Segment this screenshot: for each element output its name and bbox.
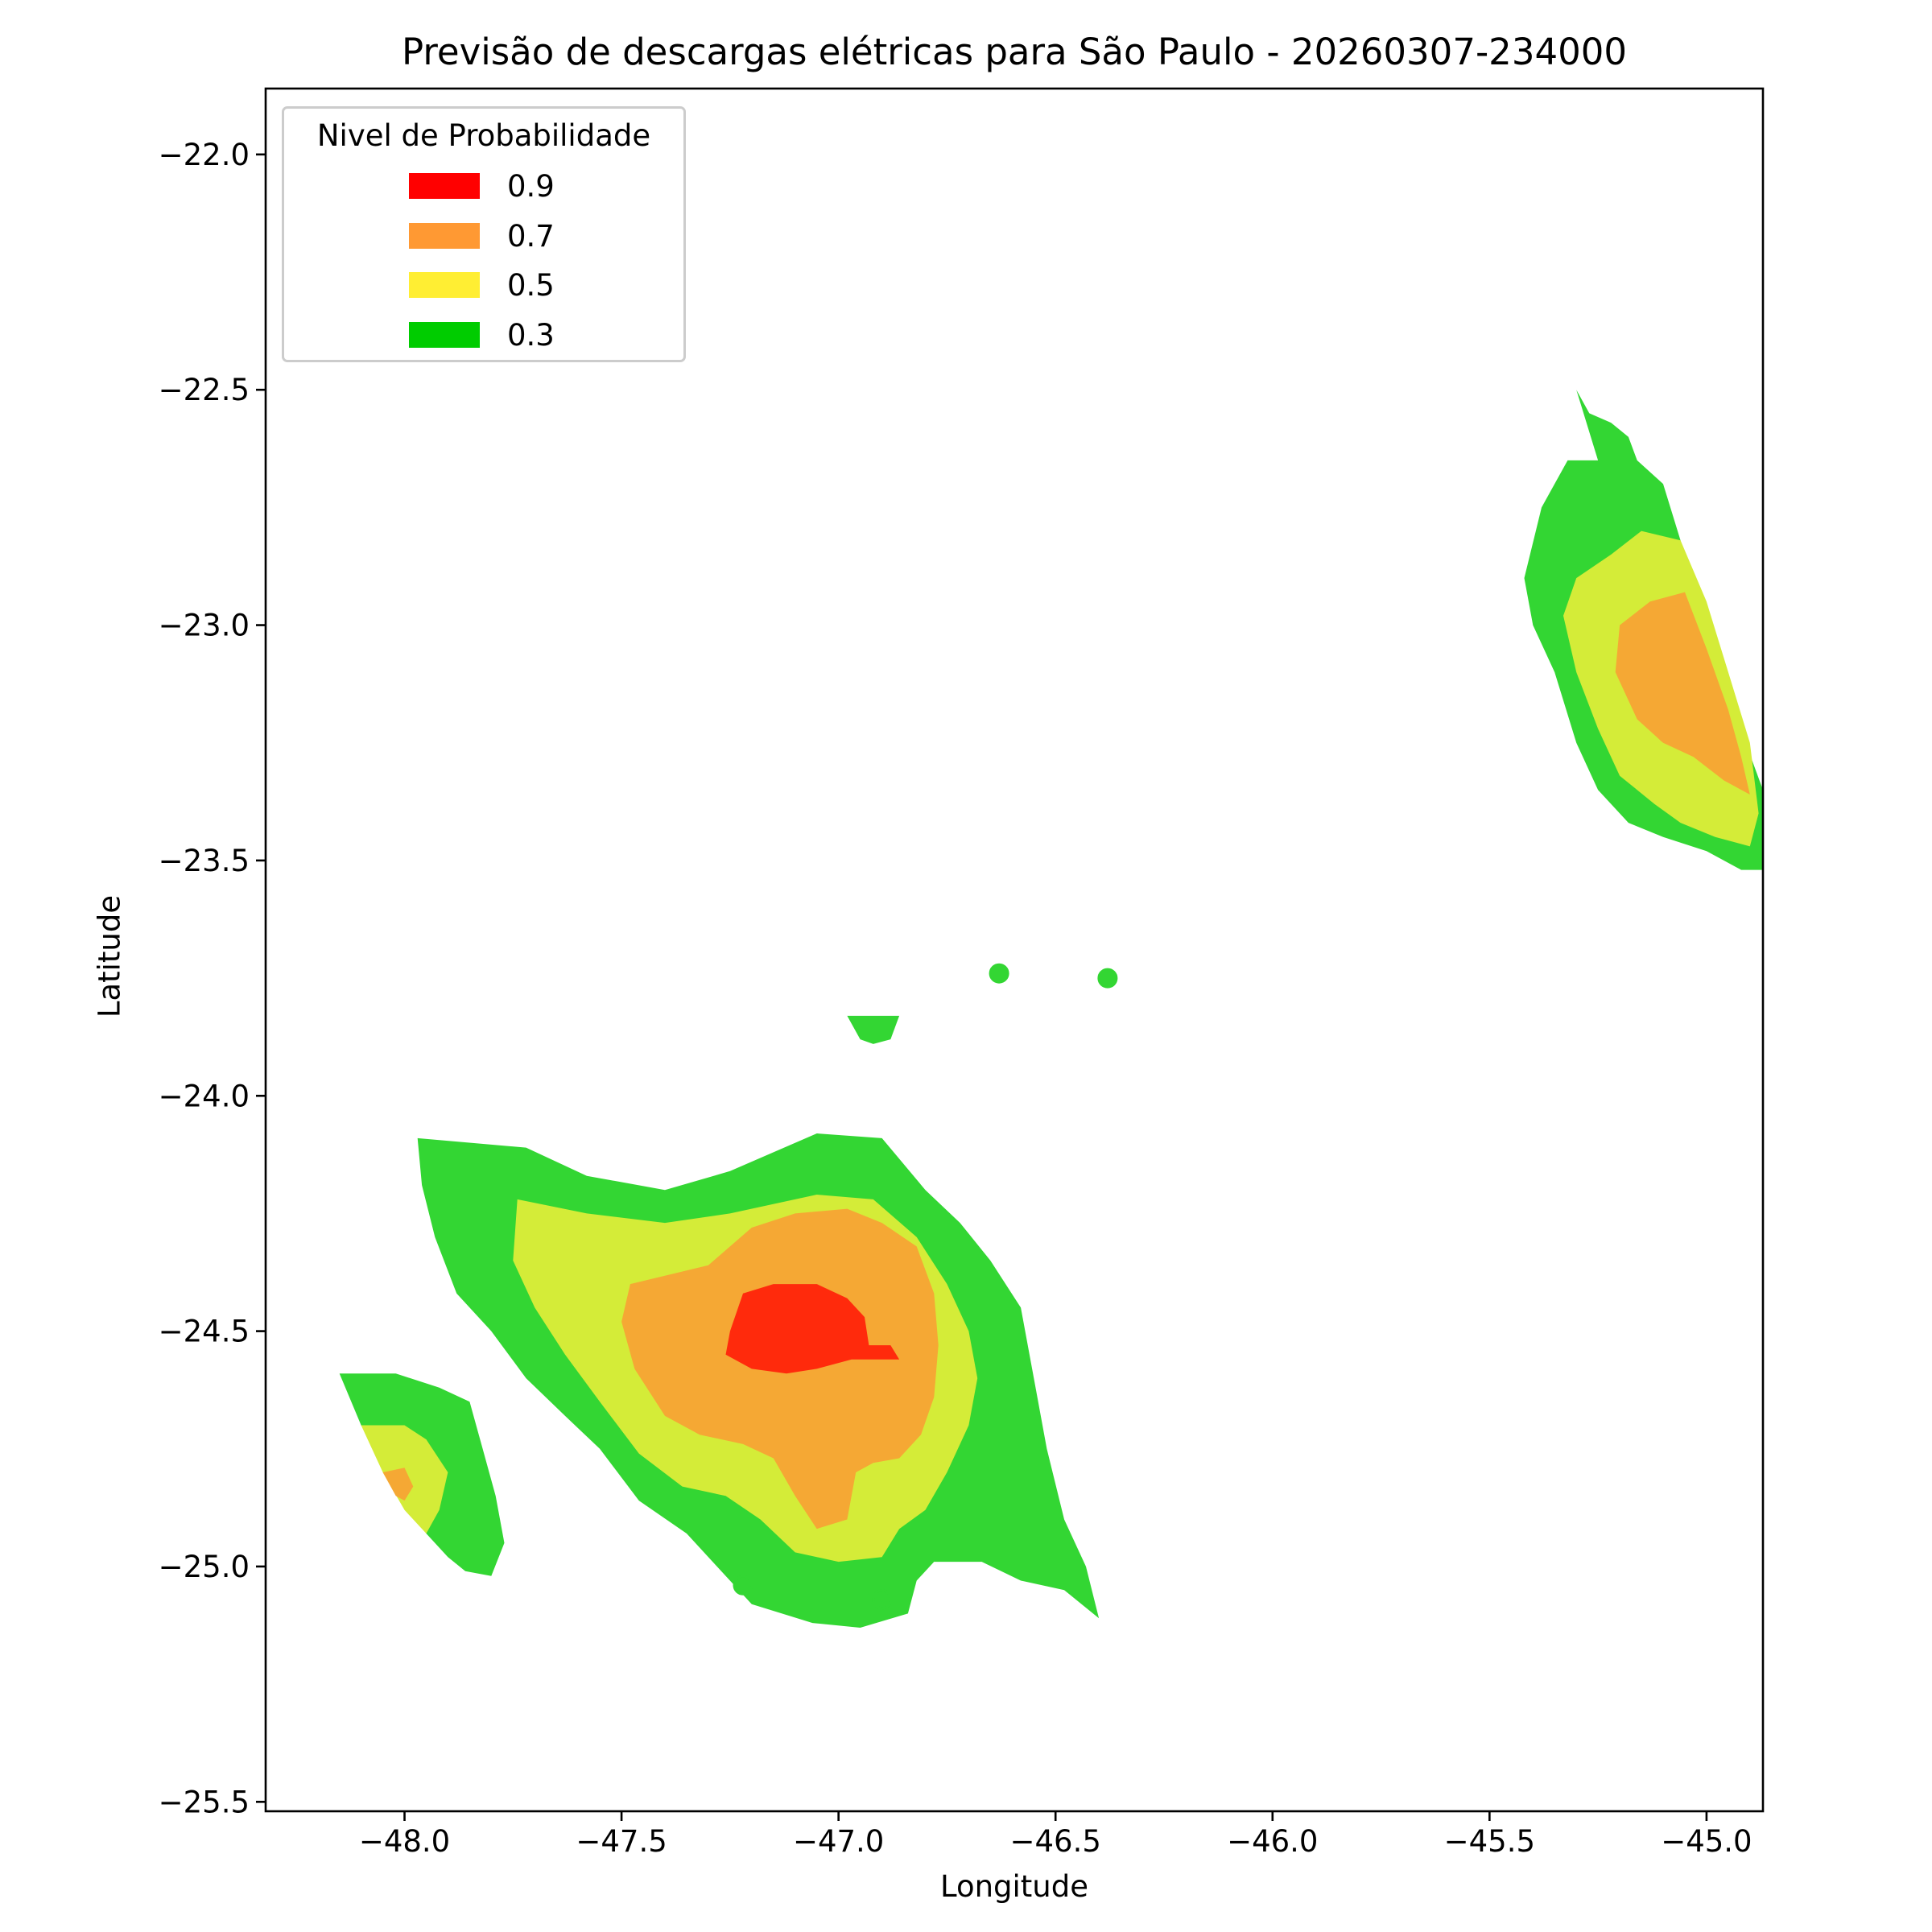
y-tick-label: −24.5 xyxy=(159,1315,250,1349)
data-point-2 xyxy=(733,1575,753,1596)
legend: Nivel de Probabilidade 0.9 0.7 0.5 0.3 xyxy=(282,106,686,362)
data-point-1 xyxy=(1097,968,1118,989)
data-point-3 xyxy=(872,1589,893,1610)
contour-regions xyxy=(339,390,1763,1628)
contour-west-cell-level-0.7 xyxy=(382,1468,414,1501)
legend-item-0.9: 0.9 xyxy=(409,168,555,204)
contour-center-blob-level-0.3 xyxy=(847,1015,900,1044)
chart-title: Previsão de descargas elétricas para São… xyxy=(402,31,1627,73)
y-tick-label: −22.0 xyxy=(159,138,250,172)
legend-swatch xyxy=(409,322,480,348)
legend-swatch xyxy=(409,173,480,199)
data-points xyxy=(733,723,1678,1610)
plot-frame xyxy=(264,87,1765,1813)
legend-swatch xyxy=(409,272,480,298)
x-tick-label: −48.0 xyxy=(359,1824,450,1859)
x-tick-label: −45.0 xyxy=(1661,1824,1752,1859)
y-tick-label: −23.5 xyxy=(159,844,250,878)
x-axis-ticks: −48.0 −47.5 −47.0 −46.5 −46.0 −45.5 −45.0 xyxy=(359,1811,1752,1859)
legend-label: 0.5 xyxy=(507,267,555,303)
contour-sw-cell-level-0.9 xyxy=(725,1284,900,1374)
y-tick-label: −25.0 xyxy=(159,1550,250,1584)
x-tick-label: −47.5 xyxy=(576,1824,667,1859)
legend-item-0.7: 0.7 xyxy=(409,218,555,254)
legend-title: Nivel de Probabilidade xyxy=(316,118,651,153)
y-tick-label: −25.5 xyxy=(159,1785,250,1819)
x-tick-label: −46.0 xyxy=(1227,1824,1318,1859)
legend-label: 0.7 xyxy=(507,218,555,254)
legend-item-0.5: 0.5 xyxy=(409,267,555,303)
y-tick-label: −23.0 xyxy=(159,609,250,643)
legend-swatch xyxy=(409,223,480,249)
x-axis-title: Longitude xyxy=(939,1869,1089,1904)
y-axis-title: Latitude xyxy=(92,894,127,1018)
legend-label: 0.9 xyxy=(507,168,555,204)
x-tick-label: −47.0 xyxy=(793,1824,884,1859)
x-tick-label: −45.5 xyxy=(1444,1824,1535,1859)
y-tick-label: −22.5 xyxy=(159,373,250,407)
legend-item-0.3: 0.3 xyxy=(409,317,555,353)
data-point-0 xyxy=(989,963,1009,984)
contour-ne-cell-level-0.7 xyxy=(1615,592,1750,795)
y-tick-label: −24.0 xyxy=(159,1079,250,1113)
y-axis-ticks: −22.0 −22.5 −23.0 −23.5 −24.0 −24.5 −25.0 −25.5 xyxy=(159,138,266,1819)
x-tick-label: −46.5 xyxy=(1010,1824,1101,1859)
data-point-4 xyxy=(1657,723,1678,744)
legend-label: 0.3 xyxy=(507,317,555,353)
